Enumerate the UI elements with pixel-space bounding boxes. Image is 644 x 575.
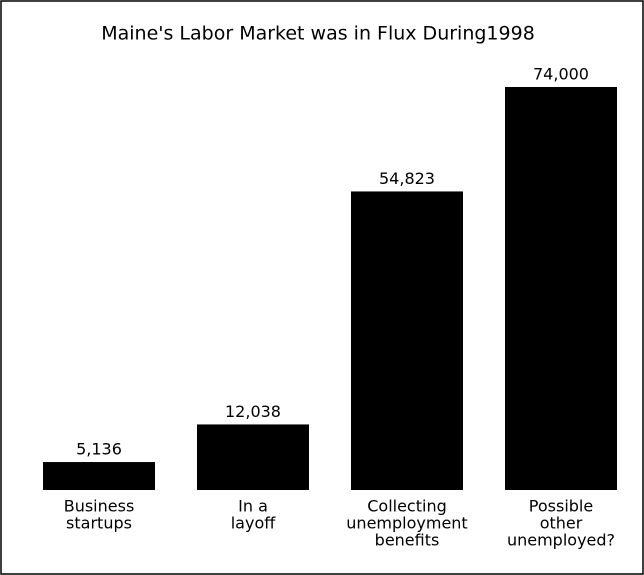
bar [505,87,617,490]
bar [43,462,155,490]
x-tick-label: benefits [375,531,440,550]
chart-title: Maine's Labor Market was in Flux During1… [101,23,535,45]
x-tick-label: Possible [529,497,593,516]
x-tick-label: layoff [231,514,277,533]
x-tick-label: In a [238,497,268,516]
x-tick-label: startups [66,514,132,533]
value-label: 12,038 [225,402,281,421]
value-label: 54,823 [379,169,435,188]
bar [351,191,463,491]
x-tick-label: other [540,514,583,533]
x-tick-label: unemployed? [507,531,615,550]
x-tick-label: unemployment [346,514,467,533]
x-tick-label: Collecting [367,497,447,516]
value-label: 74,000 [533,65,589,84]
x-tick-label: Business [64,497,135,516]
value-label: 5,136 [76,440,122,459]
bar [197,424,309,490]
